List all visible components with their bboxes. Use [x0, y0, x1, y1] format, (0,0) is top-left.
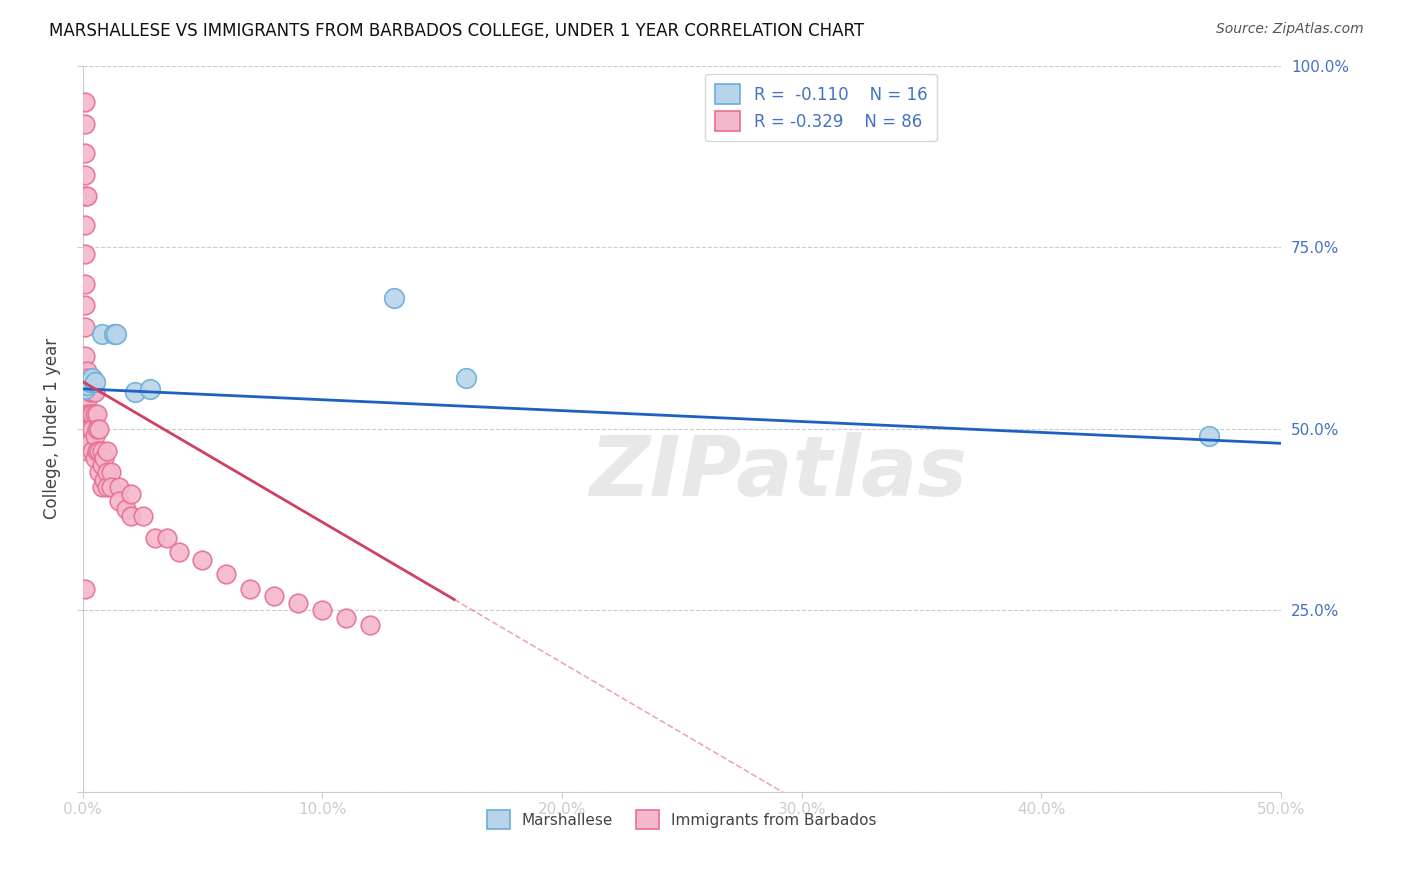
Y-axis label: College, Under 1 year: College, Under 1 year [44, 338, 60, 519]
Point [287, 596, 309, 610]
Point [82, 371, 104, 385]
Point [73, 320, 96, 334]
Point [73, 247, 96, 261]
Point [100, 480, 122, 494]
Point [86, 407, 108, 421]
Point [93, 450, 115, 465]
Point [73, 277, 96, 291]
Point [1198, 429, 1220, 443]
Point [82, 385, 104, 400]
Point [83, 407, 105, 421]
Point [76, 378, 98, 392]
Point [93, 473, 115, 487]
Point [131, 508, 153, 523]
Point [90, 458, 112, 472]
Point [167, 545, 190, 559]
Point [73, 168, 96, 182]
Point [107, 494, 129, 508]
Point [191, 552, 214, 566]
Point [73, 219, 96, 233]
Point [76, 422, 98, 436]
Point [114, 501, 136, 516]
Point [89, 466, 111, 480]
Point [90, 327, 112, 342]
Legend: Marshallese, Immigrants from Barbados: Marshallese, Immigrants from Barbados [481, 805, 883, 835]
Point [76, 443, 98, 458]
Point [124, 385, 146, 400]
Point [76, 392, 98, 407]
Point [79, 375, 101, 389]
Point [83, 375, 105, 389]
Point [86, 443, 108, 458]
Point [96, 480, 118, 494]
Point [79, 422, 101, 436]
Point [76, 371, 98, 385]
Point [79, 407, 101, 421]
Point [155, 531, 177, 545]
Point [82, 407, 104, 421]
Point [90, 480, 112, 494]
Point [143, 531, 166, 545]
Point [82, 443, 104, 458]
Point [120, 508, 142, 523]
Point [73, 375, 96, 389]
Point [86, 422, 108, 436]
Point [79, 436, 101, 450]
Point [456, 371, 478, 385]
Point [107, 480, 129, 494]
Point [83, 429, 105, 443]
Point [311, 603, 333, 617]
Point [89, 443, 111, 458]
Text: Source: ZipAtlas.com: Source: ZipAtlas.com [1216, 22, 1364, 37]
Point [79, 375, 101, 389]
Point [76, 364, 98, 378]
Point [239, 582, 262, 596]
Point [76, 407, 98, 421]
Point [73, 95, 96, 109]
Point [103, 327, 125, 342]
Point [79, 385, 101, 400]
Point [76, 382, 98, 396]
Point [73, 117, 96, 131]
Point [82, 422, 104, 436]
Point [215, 567, 238, 582]
Point [83, 450, 105, 465]
Point [73, 349, 96, 363]
Point [76, 429, 98, 443]
Point [76, 189, 98, 203]
Point [120, 487, 142, 501]
Point [139, 382, 162, 396]
Point [105, 327, 128, 342]
Point [96, 443, 118, 458]
Text: ZIPatlas: ZIPatlas [589, 432, 967, 513]
Point [359, 618, 381, 632]
Point [73, 382, 96, 396]
Point [73, 189, 96, 203]
Point [73, 298, 96, 312]
Point [100, 466, 122, 480]
Text: MARSHALLESE VS IMMIGRANTS FROM BARBADOS COLLEGE, UNDER 1 YEAR CORRELATION CHART: MARSHALLESE VS IMMIGRANTS FROM BARBADOS … [49, 22, 865, 40]
Point [73, 145, 96, 160]
Point [83, 385, 105, 400]
Point [90, 443, 112, 458]
Point [263, 589, 285, 603]
Point [382, 291, 405, 305]
Point [73, 582, 96, 596]
Point [89, 422, 111, 436]
Point [335, 610, 357, 624]
Point [96, 466, 118, 480]
